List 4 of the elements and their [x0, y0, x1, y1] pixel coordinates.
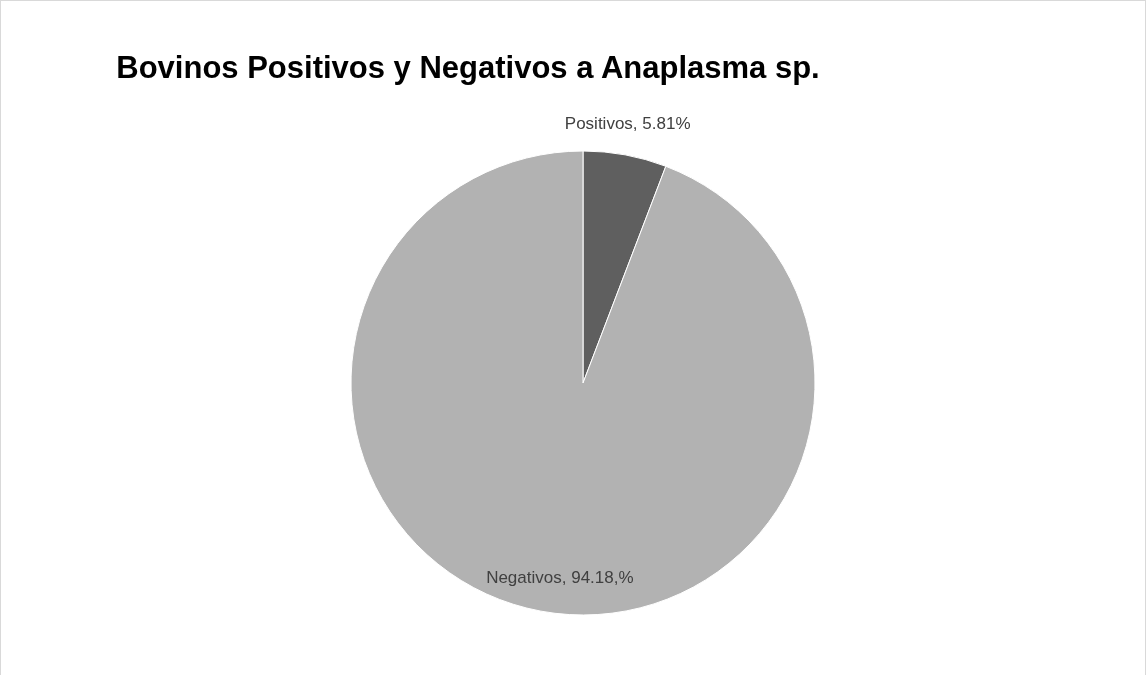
- chart-title: Bovinos Positivos y Negativos a Anaplasma sp.: [116, 50, 820, 85]
- slice-label: Positivos, 5.81%: [564, 114, 691, 134]
- pie-slice: [350, 150, 816, 616]
- slice-label: Negativos, 94.18,%: [486, 568, 634, 588]
